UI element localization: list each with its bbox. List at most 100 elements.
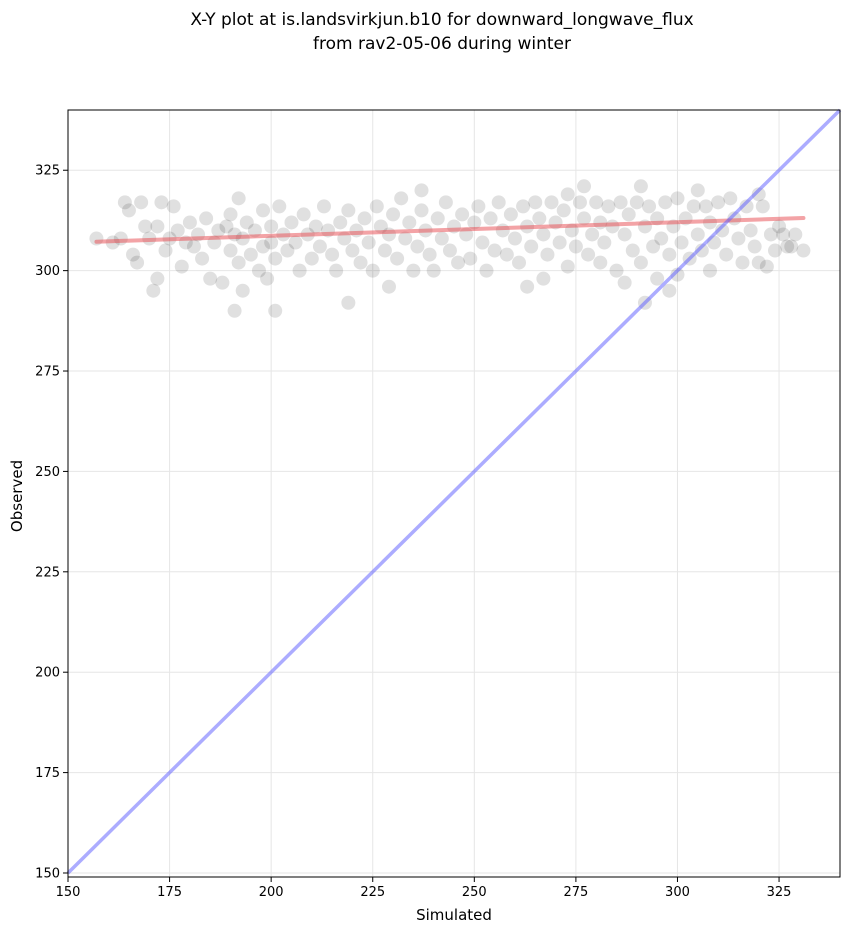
chart-title: X-Y plot at is.landsvirkjun.b10 for down… bbox=[190, 10, 693, 30]
data-point bbox=[369, 199, 384, 214]
identity-line bbox=[66, 108, 842, 875]
data-point bbox=[739, 199, 754, 214]
data-point bbox=[170, 223, 185, 238]
y-tick-label: 250 bbox=[35, 465, 60, 480]
data-point bbox=[353, 255, 368, 270]
data-point bbox=[247, 223, 262, 238]
data-point bbox=[386, 207, 401, 222]
data-point bbox=[767, 243, 782, 258]
data-point bbox=[524, 239, 539, 254]
data-point bbox=[357, 211, 372, 226]
data-point bbox=[256, 239, 271, 254]
data-point bbox=[763, 227, 778, 242]
data-point bbox=[365, 263, 380, 278]
data-point bbox=[312, 239, 327, 254]
data-point bbox=[702, 263, 717, 278]
data-point bbox=[759, 259, 774, 274]
data-point bbox=[373, 219, 388, 234]
data-point bbox=[398, 231, 413, 246]
data-point bbox=[199, 211, 214, 226]
data-point bbox=[536, 271, 551, 286]
data-point bbox=[528, 195, 543, 210]
data-point bbox=[751, 255, 766, 270]
data-point bbox=[223, 243, 238, 258]
data-point bbox=[601, 199, 616, 214]
data-point bbox=[211, 223, 226, 238]
data-point bbox=[755, 199, 770, 214]
data-point bbox=[609, 263, 624, 278]
x-tick-label: 325 bbox=[767, 885, 792, 900]
data-point bbox=[540, 247, 555, 262]
data-point bbox=[325, 247, 340, 262]
data-point bbox=[121, 203, 136, 218]
data-point bbox=[243, 247, 258, 262]
data-point bbox=[670, 267, 685, 282]
data-point bbox=[377, 243, 392, 258]
data-point bbox=[406, 263, 421, 278]
reference-lines bbox=[66, 108, 842, 875]
data-point bbox=[402, 215, 417, 230]
data-point bbox=[544, 195, 559, 210]
data-point bbox=[577, 211, 592, 226]
data-point bbox=[130, 255, 145, 270]
data-point bbox=[536, 227, 551, 242]
data-point bbox=[512, 255, 527, 270]
data-point bbox=[654, 231, 669, 246]
data-point bbox=[394, 191, 409, 206]
data-point bbox=[467, 215, 482, 230]
x-axis-label: Simulated bbox=[416, 906, 492, 924]
data-point bbox=[304, 251, 319, 266]
data-point bbox=[438, 195, 453, 210]
data-point bbox=[723, 191, 738, 206]
data-point bbox=[658, 195, 673, 210]
data-point bbox=[231, 255, 246, 270]
data-point bbox=[674, 235, 689, 250]
data-point bbox=[264, 219, 279, 234]
data-point bbox=[219, 219, 234, 234]
data-point bbox=[381, 227, 396, 242]
data-point bbox=[585, 227, 600, 242]
data-point bbox=[150, 271, 165, 286]
data-point bbox=[670, 191, 685, 206]
data-point bbox=[223, 207, 238, 222]
data-point bbox=[499, 247, 514, 262]
y-axis-ticks: 150 175 200 225 250 275 300 325 bbox=[35, 164, 68, 881]
data-point bbox=[633, 179, 648, 194]
data-point bbox=[203, 271, 218, 286]
data-point bbox=[174, 259, 189, 274]
data-point bbox=[581, 247, 596, 262]
data-point bbox=[268, 251, 283, 266]
data-point bbox=[414, 183, 429, 198]
data-point bbox=[487, 243, 502, 258]
data-point bbox=[292, 263, 307, 278]
data-point bbox=[690, 227, 705, 242]
data-point bbox=[589, 195, 604, 210]
x-tick-label: 250 bbox=[462, 885, 487, 900]
data-point bbox=[715, 223, 730, 238]
data-point bbox=[621, 207, 636, 222]
data-point bbox=[780, 239, 795, 254]
data-point bbox=[451, 255, 466, 270]
data-point bbox=[117, 195, 132, 210]
data-point bbox=[593, 215, 608, 230]
data-point bbox=[186, 239, 201, 254]
data-point bbox=[694, 243, 709, 258]
x-tick-label: 200 bbox=[259, 885, 284, 900]
data-point bbox=[333, 215, 348, 230]
y-tick-label: 150 bbox=[35, 866, 60, 881]
data-point bbox=[126, 247, 141, 262]
data-point bbox=[272, 199, 287, 214]
data-point bbox=[690, 183, 705, 198]
y-tick-label: 325 bbox=[35, 164, 60, 179]
data-point bbox=[751, 187, 766, 202]
y-tick-label: 275 bbox=[35, 365, 60, 380]
data-point bbox=[568, 239, 583, 254]
y-tick-label: 200 bbox=[35, 666, 60, 681]
y-tick-label: 300 bbox=[35, 264, 60, 279]
plot-area-frame bbox=[67, 109, 841, 878]
data-point bbox=[475, 235, 490, 250]
x-tick-label: 175 bbox=[157, 885, 182, 900]
data-point bbox=[182, 215, 197, 230]
data-point bbox=[788, 227, 803, 242]
data-point bbox=[593, 255, 608, 270]
